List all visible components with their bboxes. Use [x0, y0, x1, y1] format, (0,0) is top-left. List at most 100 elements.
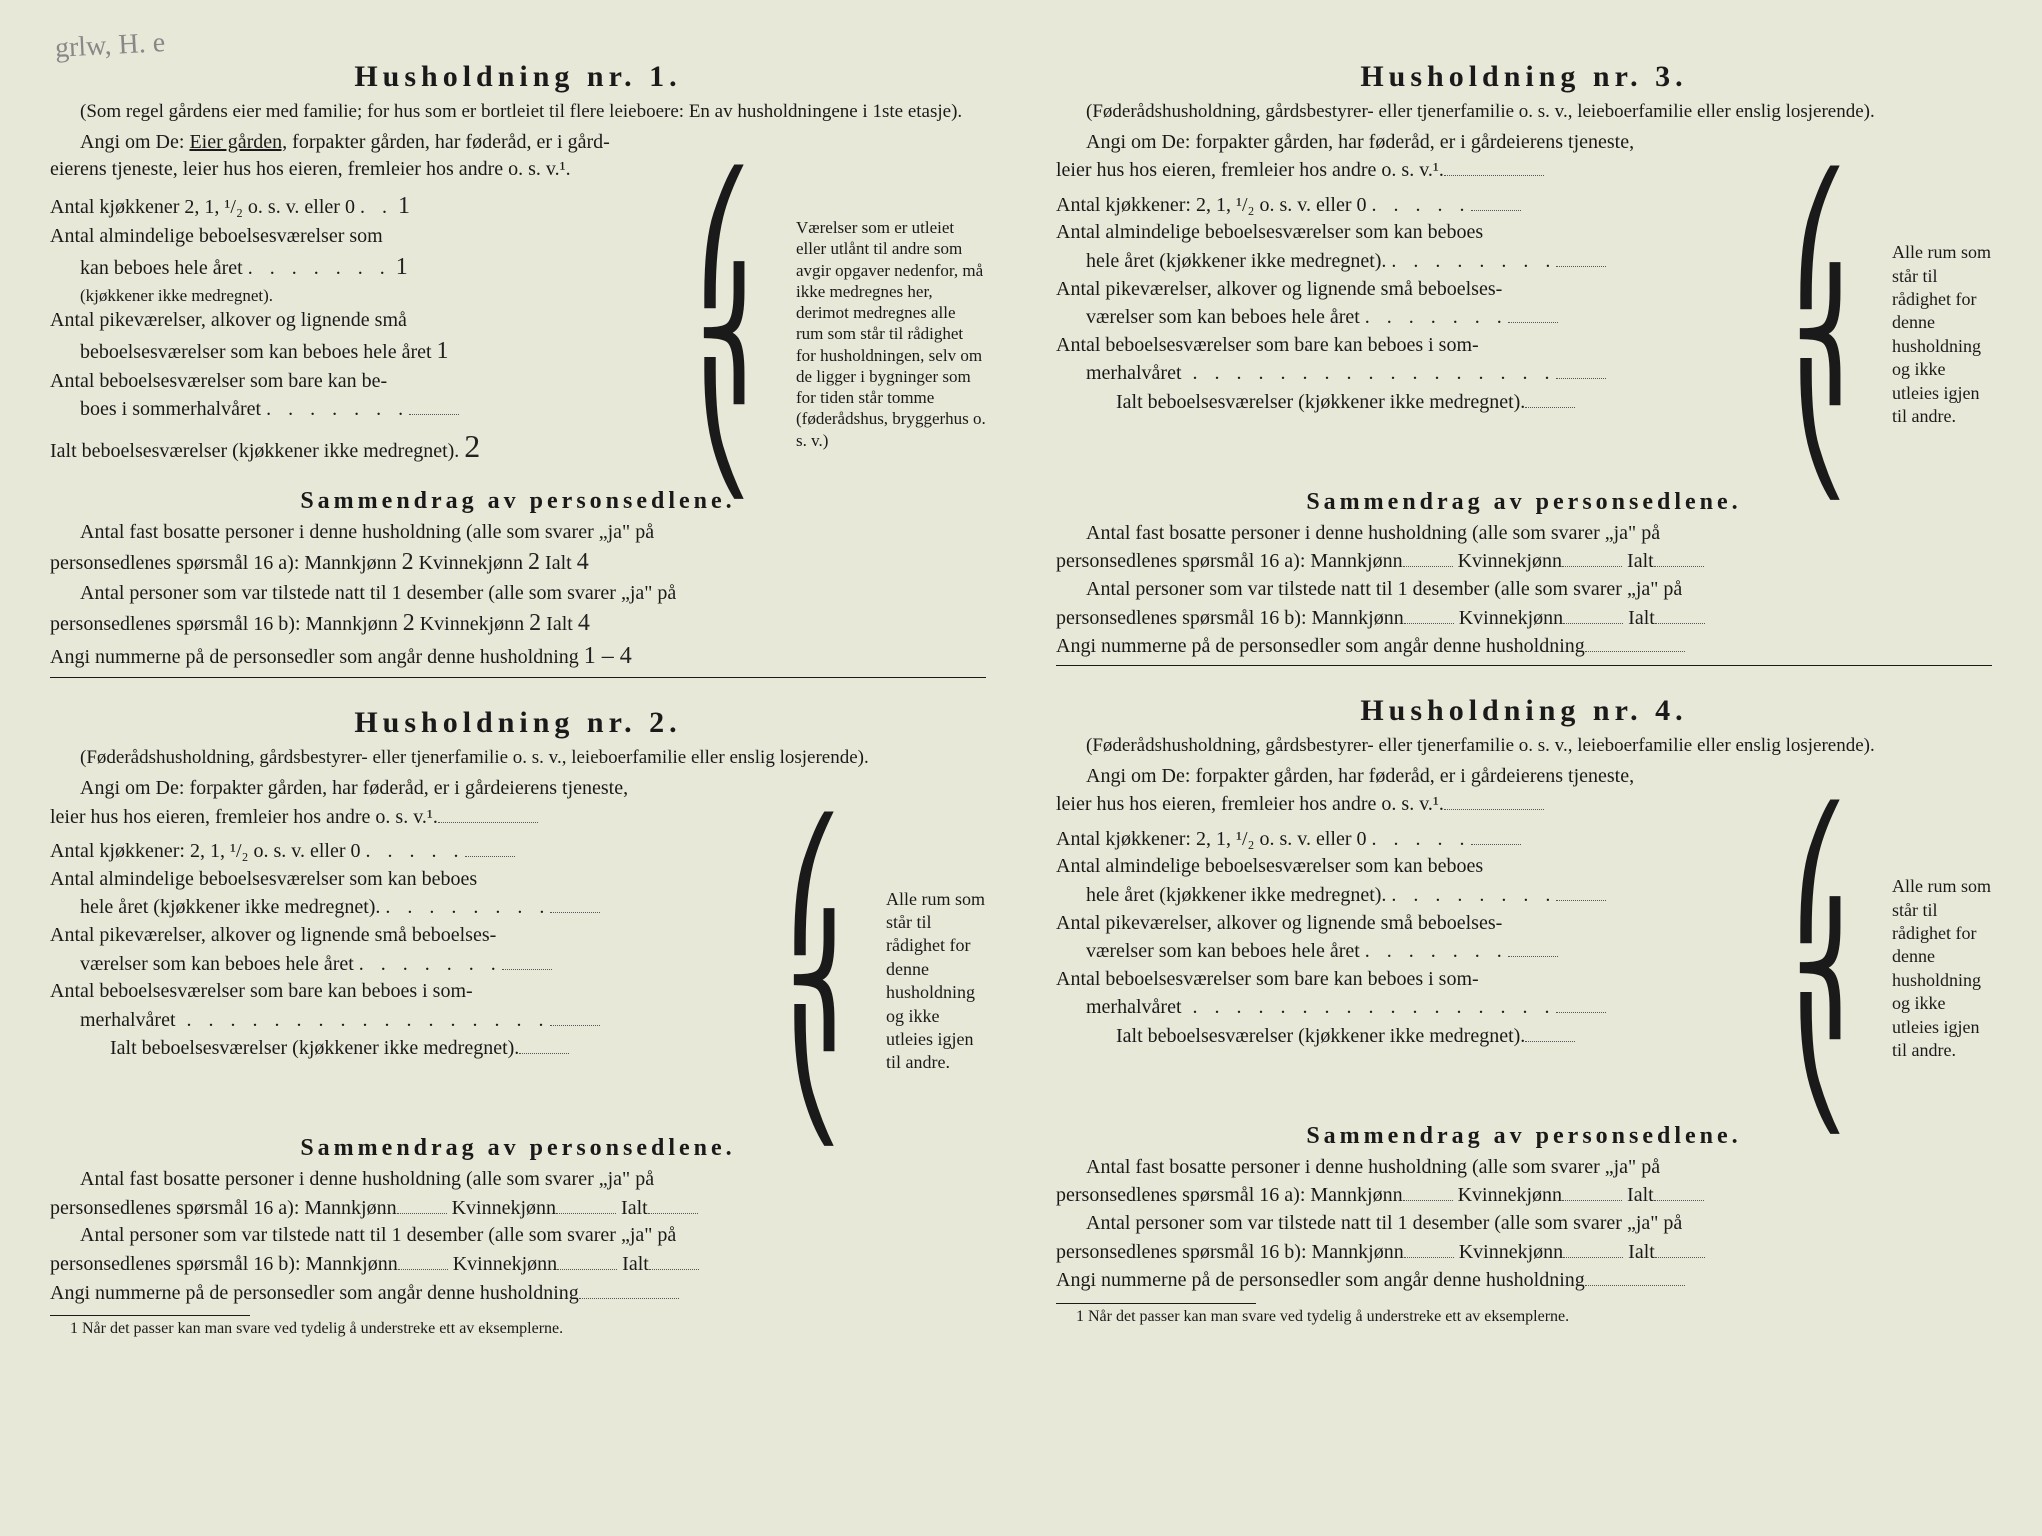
section-2-rooms: Antal kjøkkener: 2, 1, ¹/₂ o. s. v. elle… — [50, 837, 986, 1125]
section-4-room-lines: Antal kjøkkener: 2, 1, ¹/₂ o. s. v. elle… — [1056, 825, 1778, 1113]
room-total: Ialt beboelsesværelser (kjøkkener ikke m… — [1056, 1022, 1778, 1051]
hw-s2-k: 2 — [529, 610, 541, 636]
section-2-title: Husholdning nr. 2. — [50, 706, 986, 740]
angi-prefix: Angi om De: — [80, 131, 184, 153]
room-sommer-1: Antal beboelsesværelser som bare kan beb… — [50, 978, 772, 1006]
section-1-room-lines: Antal kjøkkener 2, 1, ¹/₂ o. s. v. eller… — [50, 190, 682, 478]
s3-line-2b: personsedlenes spørsmål 16 b): Mannkjønn… — [1056, 604, 1992, 633]
section-2-subtitle: (Føderådshusholdning, gårdsbestyrer- ell… — [50, 746, 986, 771]
angi-rest1: forpakter gården, har føderåd, er i gård… — [189, 777, 628, 799]
section-3-angi-line1: Angi om De: forpakter gården, har føderå… — [1056, 129, 1992, 157]
section-3-summary-title: Sammendrag av personsedlene. — [1056, 489, 1992, 516]
section-3-title: Husholdning nr. 3. — [1056, 60, 1992, 94]
section-1-angi-line2: eierens tjeneste, leier hus hos eieren, … — [50, 156, 986, 184]
angi-prefix: Angi om De: — [1086, 765, 1190, 787]
room-sommer-2: merhalvåret . . . . . . . . . . . . . . … — [50, 1006, 772, 1035]
s1-line-2b: personsedlenes spørsmål 16 b): Mannkjønn… — [50, 607, 986, 640]
footnote-right: 1 Når det passer kan man svare ved tydel… — [1056, 1308, 1992, 1326]
section-1-rooms: Antal kjøkkener 2, 1, ¹/₂ o. s. v. eller… — [50, 190, 986, 478]
divider-rule — [1056, 665, 1992, 666]
brace-icon: ⎛⎨⎝ — [1790, 191, 1880, 479]
angi-rest1: forpakter gården, har føderåd, er i gård… — [292, 131, 610, 153]
room-pike-1: Antal pikeværelser, alkover og lignende … — [50, 307, 682, 335]
section-1-brace-note: Værelser som er utleiet eller utlånt til… — [796, 217, 986, 451]
section-3-angi-line2: leier hus hos eieren, fremleier hos andr… — [1056, 156, 1992, 185]
room-almindelig-2: hele året (kjøkkener ikke medregnet). . … — [50, 893, 772, 922]
section-3-room-lines: Antal kjøkkener: 2, 1, ¹/₂ o. s. v. elle… — [1056, 191, 1778, 479]
hw-s3: 1 – 4 — [584, 643, 632, 669]
s2-line-2a: Antal personer som var tilstede natt til… — [50, 1222, 986, 1250]
room-pike-2: beboelsesværelser som kan beboes hele år… — [50, 335, 682, 368]
room-almindelig-2: kan beboes hele året . . . . . . . 1 — [50, 251, 682, 284]
section-4-title: Husholdning nr. 4. — [1056, 694, 1992, 728]
hw-almindelig: 1 — [396, 254, 408, 280]
s4-line-3: Angi nummerne på de personsedler som ang… — [1056, 1266, 1992, 1295]
room-almindelig-2: hele året (kjøkkener ikke medregnet). . … — [1056, 881, 1778, 910]
room-sommer-2: merhalvåret . . . . . . . . . . . . . . … — [1056, 993, 1778, 1022]
section-1-subtitle: (Som regel gårdens eier med familie; for… — [50, 100, 986, 125]
room-total: Ialt beboelsesværelser (kjøkkener ikke m… — [50, 1034, 772, 1063]
angi-rest1: forpakter gården, har føderåd, er i gård… — [1195, 765, 1634, 787]
angi-prefix: Angi om De: — [80, 777, 184, 799]
section-3-brace-note: Alle rum som står til rådighet for denne… — [1892, 241, 1992, 428]
hw-s1-i: 4 — [577, 549, 589, 575]
s1-line-2a: Antal personer som var tilstede natt til… — [50, 580, 986, 608]
room-almindelig-note: (kjøkkener ikke medregnet). — [50, 284, 682, 307]
room-total: Ialt beboelsesværelser (kjøkkener ikke m… — [1056, 388, 1778, 417]
room-kjokkener: Antal kjøkkener: 2, 1, ¹/₂ o. s. v. elle… — [1056, 191, 1778, 220]
section-1-angi-line1: Angi om De: Eier gården, forpakter gårde… — [50, 129, 986, 157]
section-2-summary-title: Sammendrag av personsedlene. — [50, 1135, 986, 1162]
section-4-rooms: Antal kjøkkener: 2, 1, ¹/₂ o. s. v. elle… — [1056, 825, 1992, 1113]
right-column: Husholdning nr. 3. (Føderådshusholdning,… — [1056, 60, 1992, 1496]
hw-s2-m: 2 — [403, 610, 415, 636]
room-sommer-2: merhalvåret . . . . . . . . . . . . . . … — [1056, 359, 1778, 388]
room-pike-1: Antal pikeværelser, alkover og lignende … — [1056, 910, 1778, 938]
hw-pike: 1 — [437, 338, 449, 364]
room-pike-1: Antal pikeværelser, alkover og lignende … — [50, 922, 772, 950]
room-kjokkener: Antal kjøkkener: 2, 1, ¹/₂ o. s. v. elle… — [50, 837, 772, 866]
s3-line-2a: Antal personer som var tilstede natt til… — [1056, 576, 1992, 604]
hw-s2-i: 4 — [578, 610, 590, 636]
section-husholdning-3: Husholdning nr. 3. (Føderådshusholdning,… — [1056, 60, 1992, 666]
section-4-summary-title: Sammendrag av personsedlene. — [1056, 1123, 1992, 1150]
s4-line-1b: personsedlenes spørsmål 16 a): Mannkjønn… — [1056, 1181, 1992, 1210]
brace-icon: ⎛⎨⎝ — [784, 837, 874, 1125]
room-almindelig-1: Antal almindelige beboelsesværelser som … — [50, 866, 772, 894]
room-pike-2: værelser som kan beboes hele året . . . … — [1056, 303, 1778, 332]
section-2-angi-line1: Angi om De: forpakter gården, har føderå… — [50, 775, 986, 803]
room-sommer-2: boes i sommerhalvåret . . . . . . . — [50, 395, 682, 424]
room-sommer-1: Antal beboelsesværelser som bare kan beb… — [1056, 332, 1778, 360]
room-almindelig-1: Antal almindelige beboelsesværelser som … — [1056, 853, 1778, 881]
s1-line-1b: personsedlenes spørsmål 16 a): Mannkjønn… — [50, 546, 986, 579]
section-husholdning-1: Husholdning nr. 1. (Som regel gårdens ei… — [50, 60, 986, 678]
s4-line-2a: Antal personer som var tilstede natt til… — [1056, 1210, 1992, 1238]
room-sommer-1: Antal beboelsesværelser som bare kan be- — [50, 368, 682, 396]
angi-underlined: Eier gården, — [189, 131, 287, 153]
room-kjokkener: Antal kjøkkener 2, 1, ¹/₂ o. s. v. eller… — [50, 190, 682, 223]
handwriting-annotation: grlw, H. e — [54, 27, 166, 65]
left-column: Husholdning nr. 1. (Som regel gårdens ei… — [50, 60, 986, 1496]
room-almindelig-2: hele året (kjøkkener ikke medregnet). . … — [1056, 247, 1778, 276]
section-4-brace-note: Alle rum som står til rådighet for denne… — [1892, 875, 1992, 1062]
s4-line-2b: personsedlenes spørsmål 16 b): Mannkjønn… — [1056, 1238, 1992, 1267]
footnote-rule — [1056, 1303, 1256, 1304]
footnote-rule — [50, 1315, 250, 1316]
s4-line-1a: Antal fast bosatte personer i denne hush… — [1056, 1154, 1992, 1182]
room-sommer-1: Antal beboelsesværelser som bare kan beb… — [1056, 966, 1778, 994]
s2-line-1a: Antal fast bosatte personer i denne hush… — [50, 1166, 986, 1194]
divider-rule — [50, 677, 986, 678]
hw-s1-k: 2 — [528, 549, 540, 575]
brace-icon: ⎛⎨⎝ — [1790, 825, 1880, 1113]
s3-line-1a: Antal fast bosatte personer i denne hush… — [1056, 520, 1992, 548]
section-2-room-lines: Antal kjøkkener: 2, 1, ¹/₂ o. s. v. elle… — [50, 837, 772, 1125]
hw-s1-m: 2 — [402, 549, 414, 575]
angi-rest1: forpakter gården, har føderåd, er i gård… — [1195, 131, 1634, 153]
s2-line-3: Angi nummerne på de personsedler som ang… — [50, 1279, 986, 1308]
s2-line-2b: personsedlenes spørsmål 16 b): Mannkjønn… — [50, 1250, 986, 1279]
s1-line-1a: Antal fast bosatte personer i denne hush… — [50, 519, 986, 547]
section-husholdning-2: Husholdning nr. 2. (Føderådshusholdning,… — [50, 706, 986, 1338]
hw-kjokkener: 1 — [398, 193, 410, 219]
section-2-angi-line2: leier hus hos eieren, fremleier hos andr… — [50, 803, 986, 832]
brace-icon: ⎛⎨⎝ — [694, 190, 784, 478]
s1-line-3: Angi nummerne på de personsedler som ang… — [50, 640, 986, 673]
